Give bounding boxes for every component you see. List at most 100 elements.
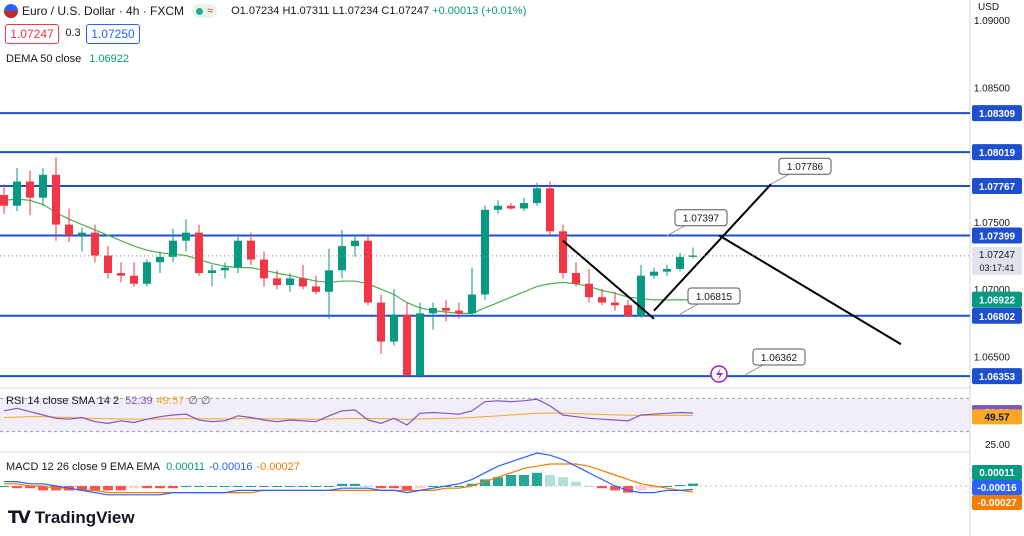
candle-body[interactable]: [13, 181, 21, 206]
trend-line[interactable]: [562, 239, 655, 320]
candle-body[interactable]: [156, 256, 164, 263]
candle-body[interactable]: [325, 270, 333, 292]
candle-body[interactable]: [559, 231, 567, 273]
lightning-glyph-icon: [716, 368, 723, 381]
candle-body[interactable]: [182, 232, 190, 241]
macd-histogram-bar: [636, 486, 646, 491]
macd-signal-value: -0.00027: [256, 461, 300, 473]
high-value: H1.07311: [282, 5, 330, 17]
candle-body[interactable]: [260, 259, 268, 279]
candle-body[interactable]: [494, 205, 502, 210]
candle-body[interactable]: [221, 267, 229, 271]
candle-body[interactable]: [26, 181, 34, 198]
candle-body[interactable]: [507, 205, 515, 209]
candle-body[interactable]: [468, 294, 476, 314]
candle-body[interactable]: [143, 262, 151, 284]
candle-body[interactable]: [195, 232, 203, 273]
candle-body[interactable]: [130, 275, 138, 284]
candle-body[interactable]: [377, 302, 385, 342]
low-value: L1.07234: [332, 5, 379, 17]
currency-label[interactable]: USD: [978, 2, 1000, 13]
candle-body[interactable]: [0, 195, 8, 206]
candle-body[interactable]: [169, 240, 177, 257]
macd-histogram-bar: [116, 486, 126, 491]
trend-line[interactable]: [718, 234, 902, 346]
macd-histogram-bar: [493, 477, 503, 486]
candle-body[interactable]: [676, 256, 684, 269]
rsi-extra: ∅ ∅: [188, 395, 211, 407]
candle-body[interactable]: [572, 273, 580, 284]
last-price-text: 1.07247: [979, 250, 1016, 261]
candle-body[interactable]: [481, 209, 489, 295]
symbol-title[interactable]: Euro / U.S. Dollar · 4h · FXCM: [22, 4, 185, 18]
candle-body[interactable]: [208, 270, 216, 273]
price-callout-text: 1.07786: [787, 162, 824, 173]
macd-histogram-bar: [298, 486, 308, 487]
rsi-legend[interactable]: RSI 14 close SMA 14 2 52.39 49.57 ∅ ∅: [6, 394, 210, 407]
candle-body[interactable]: [429, 307, 437, 314]
price-callout-box[interactable]: [687, 287, 741, 305]
trend-line[interactable]: [653, 183, 772, 312]
candle-body[interactable]: [273, 278, 281, 286]
sell-button[interactable]: 1.07247: [5, 24, 59, 44]
candle-body[interactable]: [234, 240, 242, 268]
candle-body[interactable]: [663, 268, 671, 272]
macd-value-text: 0.00011: [979, 468, 1015, 479]
bar-countdown-text: 03:17:41: [979, 263, 1014, 273]
candle-body[interactable]: [416, 313, 424, 376]
candle-body[interactable]: [91, 232, 99, 256]
candle-body[interactable]: [286, 278, 294, 286]
dema-legend[interactable]: DEMA 50 close 1.06922: [6, 53, 129, 65]
macd-histogram-bar: [142, 486, 152, 489]
candle-body[interactable]: [78, 232, 86, 236]
macd-histogram-bar: [389, 486, 399, 489]
candle-body[interactable]: [455, 310, 463, 314]
price-callout-box[interactable]: [778, 157, 832, 175]
macd-label: MACD 12 26 close 9 EMA EMA: [6, 461, 161, 473]
candle-body[interactable]: [442, 307, 450, 311]
candle-body[interactable]: [390, 314, 398, 342]
market-status-pill[interactable]: ≈: [192, 4, 218, 18]
macd-histogram-bar: [350, 483, 360, 486]
candle-body[interactable]: [403, 314, 411, 376]
price-callout-box[interactable]: [674, 209, 728, 227]
level-price-text: 1.07399: [979, 231, 1016, 242]
level-price-text: 1.06802: [979, 312, 1016, 323]
candle-body[interactable]: [312, 286, 320, 292]
candle-body[interactable]: [299, 278, 307, 287]
level-price-tag: [972, 105, 1022, 122]
dema-label: DEMA 50 close: [6, 53, 82, 65]
level-price-text: 1.06353: [979, 372, 1016, 383]
macd-value-tag: [972, 495, 1022, 510]
macd-histogram-bar: [77, 486, 87, 491]
callout-pointer: [770, 173, 790, 185]
candle-body[interactable]: [598, 297, 606, 303]
candle-body[interactable]: [364, 240, 372, 303]
macd-histogram-bar: [662, 486, 672, 487]
macd-histogram-bar: [181, 486, 191, 487]
buy-button[interactable]: 1.07250: [86, 24, 140, 44]
candle-body[interactable]: [351, 240, 359, 247]
candle-body[interactable]: [585, 283, 593, 298]
candle-body[interactable]: [546, 188, 554, 232]
candle-body[interactable]: [65, 224, 73, 236]
macd-legend[interactable]: MACD 12 26 close 9 EMA EMA 0.00011 -0.0001…: [6, 461, 300, 473]
candle-body[interactable]: [338, 246, 346, 271]
candle-body[interactable]: [104, 255, 112, 273]
candle-body[interactable]: [52, 174, 60, 225]
candle-body[interactable]: [533, 188, 541, 204]
candle-body[interactable]: [117, 273, 125, 276]
candle-body[interactable]: [247, 240, 255, 260]
rsi-line: [3, 398, 694, 426]
candle-body[interactable]: [611, 302, 619, 306]
open-value: O1.07234: [231, 5, 280, 17]
rsi-sma-text: 49.57: [984, 412, 1009, 423]
candle-body[interactable]: [520, 203, 528, 209]
candle-body[interactable]: [624, 305, 632, 317]
candle-body[interactable]: [39, 174, 47, 198]
candle-body[interactable]: [637, 275, 645, 317]
tradingview-logo[interactable]: 𝗧𝗩 TradingView: [8, 508, 135, 528]
price-callout-box[interactable]: [752, 348, 806, 366]
candle-body[interactable]: [650, 271, 658, 276]
